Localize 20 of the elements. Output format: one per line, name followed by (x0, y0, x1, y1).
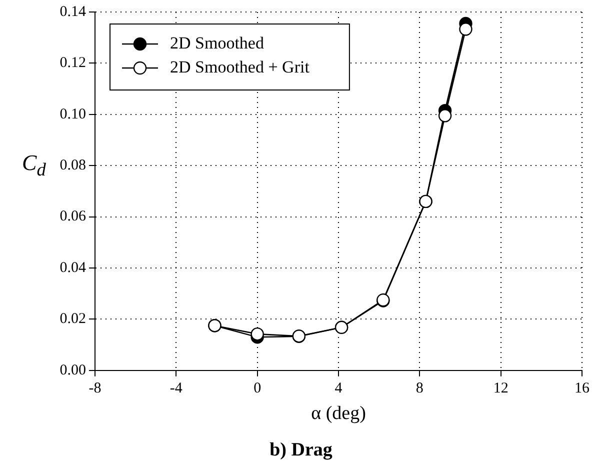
y-tick-label: 0.12 (60, 55, 86, 72)
y-tick-label: 0.10 (60, 106, 86, 122)
x-tick-label: -8 (88, 380, 102, 396)
x-tick-label: 16 (574, 380, 590, 396)
x-axis-title: α (deg) (311, 402, 366, 424)
x-tick-label: 4 (334, 380, 343, 396)
text: b) Drag (270, 440, 333, 461)
x-tick-label: 0 (254, 380, 262, 396)
y-tick-label: 0.14 (60, 4, 86, 20)
x-tick-label: 8 (416, 380, 424, 396)
legend-label: 2D Smoothed (170, 33, 264, 52)
y-tick-label: 0.04 (60, 260, 86, 276)
y-tick-label: 0.02 (60, 311, 86, 328)
y-tick-label: 0.00 (60, 362, 86, 378)
y-axis-title: C$_{d}$ (22, 150, 46, 180)
y-tick-label: 0.08 (60, 158, 86, 174)
y-tick-label: 0.06 (60, 208, 86, 225)
x-tick-label: -4 (170, 380, 183, 396)
legend-label: 2D Smoothed + Grit (170, 57, 310, 76)
x-tick-label: 12 (493, 380, 508, 396)
